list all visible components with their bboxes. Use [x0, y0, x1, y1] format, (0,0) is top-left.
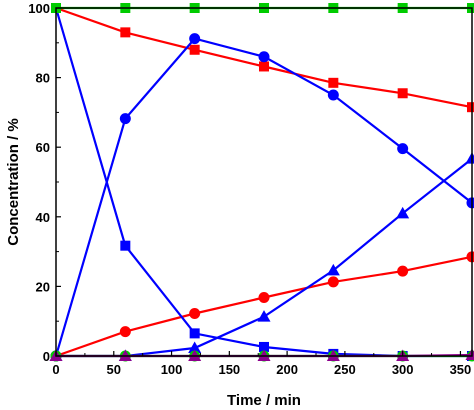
y-tick-label: 80	[36, 71, 50, 86]
data-point	[259, 341, 269, 352]
x-tick-label: 250	[334, 362, 356, 377]
data-point	[119, 326, 131, 338]
y-tick-label: 0	[43, 349, 50, 364]
y-tick-label: 40	[36, 210, 50, 225]
data-point	[467, 102, 474, 113]
axis-layer: 0 50 100 150 200 250 300 350 0 20 40 60 80 100	[28, 1, 471, 377]
data-point	[396, 206, 410, 219]
x-tick-label: 100	[161, 362, 183, 377]
data-point	[326, 263, 340, 276]
y-tick-label: 20	[36, 279, 50, 294]
data-point	[188, 341, 202, 353]
data-point	[397, 265, 409, 277]
series-line	[54, 37, 473, 357]
x-tick-label: 350	[450, 362, 472, 377]
series-4	[50, 33, 474, 362]
data-point	[258, 51, 270, 63]
data-point	[189, 33, 201, 45]
data-point	[119, 113, 131, 125]
y-tick-label: 60	[36, 140, 50, 155]
x-tick-label: 50	[107, 362, 121, 377]
data-point	[328, 77, 339, 88]
data-point	[397, 143, 409, 155]
data-point	[189, 308, 201, 320]
x-tick-label: 0	[52, 362, 59, 377]
series-line	[56, 157, 473, 358]
data-point	[327, 89, 339, 101]
data-point	[466, 251, 474, 263]
series-layer	[49, 3, 474, 362]
x-axis-title: Time / min	[227, 392, 301, 409]
data-point	[258, 292, 270, 304]
data-point	[327, 276, 339, 288]
series-5	[49, 152, 474, 361]
data-point	[189, 328, 200, 339]
data-point	[120, 27, 131, 38]
data-point	[257, 310, 271, 322]
x-tick-label: 200	[276, 362, 298, 377]
data-point	[259, 61, 269, 72]
data-point	[397, 88, 408, 99]
y-tick-label: 100	[28, 1, 50, 16]
y-axis-title: Concentration / %	[5, 118, 22, 246]
x-tick-label: 150	[218, 362, 240, 377]
series-line	[55, 255, 473, 358]
data-point	[189, 44, 200, 55]
data-point	[120, 240, 131, 251]
x-tick-label: 300	[392, 362, 414, 377]
